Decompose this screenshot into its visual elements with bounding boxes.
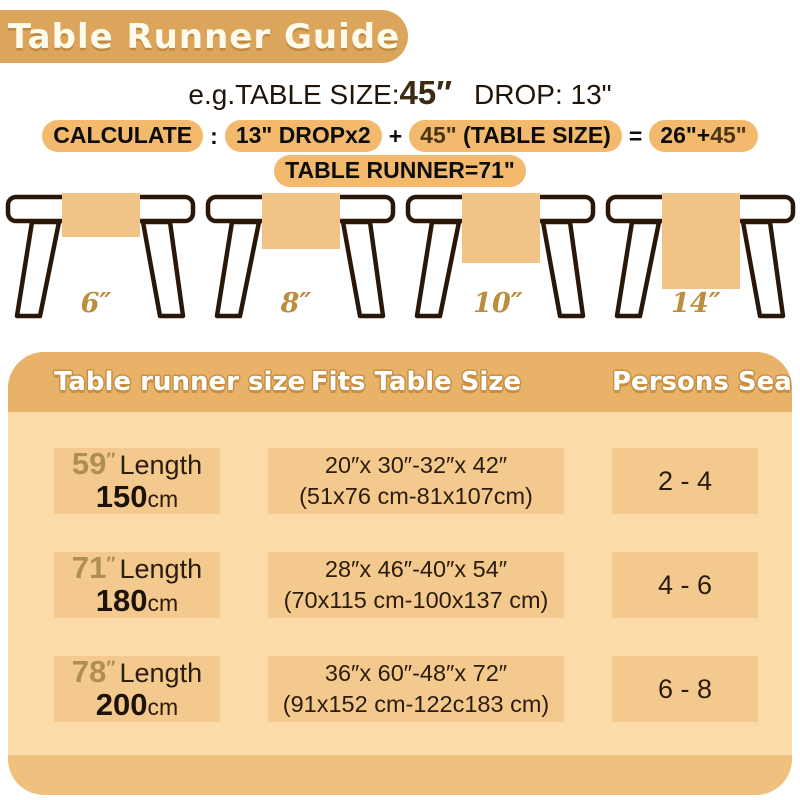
runner-length-cm: 180 — [95, 583, 148, 619]
example-table-size: 45″ — [399, 74, 453, 111]
size-chart: Table runner size Fits Table Size Person… — [8, 352, 792, 795]
cm-unit: cm — [147, 590, 179, 617]
length-word: Length — [119, 657, 203, 688]
fits-table-size-cell: 28″x 46″-40″x 54″ (70x115 cm-100x137 cm) — [268, 552, 564, 618]
table-leg-right — [540, 219, 586, 319]
drop-label: 10″ — [473, 288, 523, 319]
size-chart-body: 59″ Length 150cm 20″x 30″-32″x 42″ (51x76… — [8, 412, 792, 755]
calc-term2-number: 45" — [420, 122, 457, 148]
runner-length-cm: 150 — [95, 479, 148, 515]
size-chart-header: Table runner size Fits Table Size Person… — [8, 352, 792, 412]
table-leg-left — [14, 219, 62, 319]
inch-mark: ″ — [106, 449, 116, 471]
length-word: Length — [119, 553, 203, 584]
table-leg-right — [740, 219, 786, 319]
fits-size-inches: 28″x 46″-40″x 54″ — [324, 556, 508, 583]
cm-unit: cm — [147, 694, 179, 721]
inch-mark: ″ — [106, 657, 116, 679]
runner-drop — [62, 193, 140, 237]
persons-seated-cell: 4 - 6 — [612, 552, 758, 618]
calc-term2-pill: 45" (TABLE SIZE) — [409, 120, 622, 152]
inch-mark: ″ — [106, 553, 116, 575]
fits-size-inches: 20″x 30″-32″x 42″ — [324, 452, 508, 479]
calc-term2-rest: (TABLE SIZE) — [456, 122, 611, 148]
page-title: Table Runner Guide — [7, 16, 401, 57]
header-fits-table-size: Fits Table Size — [310, 367, 522, 397]
runner-length-inches: 78 — [71, 653, 107, 689]
runner-drop — [462, 193, 540, 263]
persons-value: 2 - 4 — [657, 465, 713, 496]
persons-value: 6 - 8 — [657, 673, 713, 704]
header-runner-size: Table runner size — [54, 367, 306, 397]
calculation-total-line: TABLE RUNNER=71" — [0, 155, 800, 187]
fits-table-size-cell: 20″x 30″-32″x 42″ (51x76 cm-81x107cm) — [268, 448, 564, 514]
calc-label-pill: CALCULATE — [42, 120, 204, 152]
table-diagram-10in: 10″ — [405, 193, 596, 319]
drop-label: 8″ — [280, 288, 312, 319]
calculation-line: CALCULATE : 13" DROPx2 + 45" (TABLE SIZE… — [0, 120, 800, 152]
runner-size-cell: 71″ Length 180cm — [54, 549, 220, 619]
runner-size-cell: 78″ Length 200cm — [54, 653, 220, 723]
size-chart-footer-band — [8, 755, 792, 795]
runner-size-cell: 59″ Length 150cm — [54, 445, 220, 515]
calc-total-pill: TABLE RUNNER=71" — [274, 155, 526, 187]
cm-unit: cm — [147, 486, 179, 513]
fits-size-cm: (91x152 cm-122c183 cm) — [282, 691, 550, 717]
table-diagram-6in: 6″ — [5, 193, 196, 319]
table-row: 59″ Length 150cm 20″x 30″-32″x 42″ (51x76… — [8, 445, 792, 515]
runner-drop — [262, 193, 340, 249]
table-leg-right — [140, 219, 186, 319]
example-prefix: e.g.TABLE SIZE: — [188, 79, 400, 110]
calc-colon: : — [210, 122, 218, 149]
example-line: e.g.TABLE SIZE:45″ DROP: 13" — [0, 74, 800, 112]
calc-plus: + — [388, 122, 403, 149]
drop-label: 14″ — [671, 288, 721, 319]
persons-seated-cell: 6 - 8 — [612, 656, 758, 722]
table-leg-left — [214, 219, 262, 319]
header-persons-seated: Persons Seated — [612, 367, 792, 397]
table-row: 71″ Length 180cm 28″x 46″-40″x 54″ (70x11… — [8, 549, 792, 619]
table-leg-right — [340, 219, 386, 319]
runner-length-inches: 59 — [71, 445, 107, 481]
table-diagram-14in: 14″ — [605, 193, 796, 319]
persons-seated-cell: 2 - 4 — [612, 448, 758, 514]
persons-value: 4 - 6 — [657, 569, 713, 600]
drop-diagrams: 6″ 8″ 10″ 14″ — [0, 190, 800, 330]
length-word: Length — [119, 449, 203, 480]
calc-result-a: 26"+ — [660, 122, 711, 148]
calc-result-b: 45" — [710, 122, 747, 148]
example-drop: DROP: 13" — [474, 79, 612, 110]
drop-label: 6″ — [81, 288, 112, 319]
table-leg-left — [414, 219, 462, 319]
fits-size-cm: (51x76 cm-81x107cm) — [299, 483, 533, 509]
runner-length-cm: 200 — [95, 687, 148, 723]
title-banner: Table Runner Guide — [0, 10, 408, 63]
table-row: 78″ Length 200cm 36″x 60″-48″x 72″ (91x15… — [8, 653, 792, 723]
fits-size-cm: (70x115 cm-100x137 cm) — [283, 587, 549, 613]
table-leg-left — [614, 219, 662, 319]
runner-length-inches: 71 — [71, 549, 107, 585]
calc-result-pill: 26"+45" — [649, 120, 758, 152]
table-diagram-8in: 8″ — [205, 193, 396, 319]
fits-table-size-cell: 36″x 60″-48″x 72″ (91x152 cm-122c183 cm) — [268, 656, 564, 722]
calc-term1-pill: 13" DROPx2 — [224, 120, 382, 152]
fits-size-inches: 36″x 60″-48″x 72″ — [324, 660, 508, 687]
calc-equals: = — [628, 122, 643, 149]
runner-drop — [662, 193, 740, 289]
